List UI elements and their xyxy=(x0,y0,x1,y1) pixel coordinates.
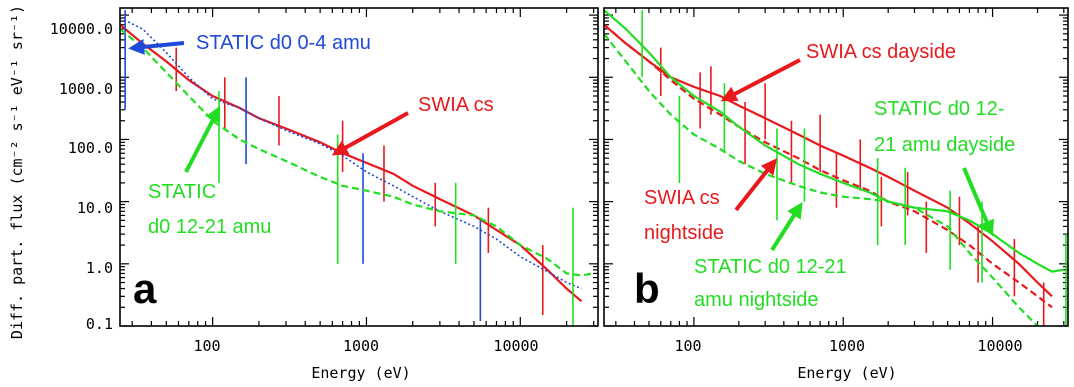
x-axis-title-a: Energy (eV) xyxy=(311,364,410,382)
arrow-swia-nightside xyxy=(734,158,777,212)
arrow-swia-cs xyxy=(331,111,409,156)
y-tick-label-100: 100.0 xyxy=(68,139,113,157)
series-line-static-d0-12-21-amu-dayside xyxy=(604,9,1064,273)
panel-label-a: a xyxy=(133,265,157,312)
y-tick-label-1000: 1000.0 xyxy=(59,80,113,98)
y-tick-label-1: 1.0 xyxy=(86,259,113,277)
arrow-swia-dayside xyxy=(720,58,801,102)
y-tick-label-10000: 10000.0 xyxy=(50,20,113,38)
label-static-dayside-line2: 21 amu dayside xyxy=(874,134,1015,156)
y-axis-title: Diff. part. flux (cm⁻² s⁻¹ eV⁻¹ sr⁻¹) xyxy=(8,5,26,339)
panel-b: 100 1000 10000 Energy (eV) b SWIA cs day… xyxy=(603,7,1069,382)
panel-a-frame xyxy=(119,7,599,327)
label-static-dayside-line1: STATIC d0 12- xyxy=(874,98,1004,120)
arrow-static-nightside xyxy=(770,201,803,252)
panel-label-b: b xyxy=(634,265,660,312)
arrow-static-dayside xyxy=(962,167,995,237)
panel-a: 10000.0 1000.0 100.0 10.0 1.0 0.1 100 10… xyxy=(50,7,599,382)
x-tick-label-10000-a: 10000 xyxy=(493,337,538,355)
x-tick-label-1000-a: 1000 xyxy=(343,337,379,355)
label-swia-nightside-line2: nightside xyxy=(644,222,724,244)
panel-b-frame xyxy=(603,7,1069,327)
label-static-0-4: STATIC d0 0-4 amu xyxy=(196,32,371,54)
panel-a-plot-area xyxy=(120,10,594,326)
x-tick-label-100-b: 100 xyxy=(674,337,701,355)
arrow-static-12-21-a xyxy=(184,105,221,173)
x-tick-label-1000-b: 1000 xyxy=(829,337,865,355)
label-static-12-21-line2: d0 12-21 amu xyxy=(148,216,271,238)
label-swia-nightside-line1: SWIA cs xyxy=(644,187,720,209)
panel-a-axis-ticks xyxy=(120,8,598,327)
arrow-static-0-4 xyxy=(128,38,185,55)
label-static-12-21-line1: STATIC xyxy=(148,181,216,203)
series-line-static-d0-0-4-amu xyxy=(120,17,582,290)
label-static-nightside-line1: STATIC d0 12-21 xyxy=(694,256,847,278)
x-axis-title-b: Energy (eV) xyxy=(797,364,896,382)
series-line-static-d0-12-21-amu xyxy=(120,28,594,277)
panel-b-plot-area xyxy=(604,9,1067,326)
label-swia-cs: SWIA cs xyxy=(418,94,494,116)
x-tick-label-100-a: 100 xyxy=(193,337,220,355)
series-line-swia-cs-nightside xyxy=(604,23,1053,309)
y-tick-label-10: 10.0 xyxy=(77,199,113,217)
x-tick-label-10000-b: 10000 xyxy=(977,337,1022,355)
series-line-swia-cs-dayside xyxy=(604,23,1053,298)
label-static-nightside-line2: amu nightside xyxy=(694,289,819,311)
series-line-static-d0-12-21-amu-nightside xyxy=(604,33,1039,326)
label-swia-dayside: SWIA cs dayside xyxy=(806,41,956,63)
y-tick-label-0.1: 0.1 xyxy=(86,315,113,333)
